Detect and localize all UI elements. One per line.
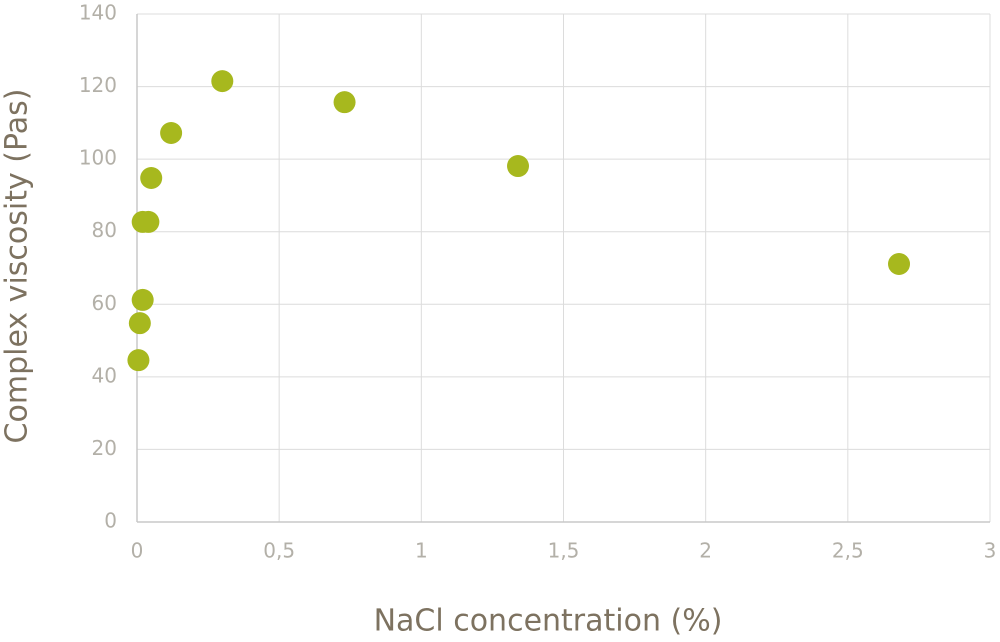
x-tick-label: 2	[699, 539, 712, 563]
y-tick-label: 140	[79, 1, 117, 25]
y-tick-label: 100	[79, 146, 117, 170]
y-tick-label: 40	[92, 363, 117, 387]
x-tick-label: 2,5	[832, 539, 864, 563]
y-tick-label: 20	[92, 436, 117, 460]
point	[137, 210, 160, 233]
x-tick-label: 3	[984, 539, 997, 563]
y-tick-label: 80	[92, 218, 117, 242]
y-axis-title: Complex viscosity (Pas)	[0, 89, 35, 444]
x-axis-title: NaCl concentration (%)	[374, 604, 723, 639]
point	[160, 122, 183, 145]
y-tick-label: 120	[79, 73, 117, 97]
x-tick-label: 1,5	[548, 539, 580, 563]
point	[131, 288, 154, 311]
x-tick-label: 0	[131, 539, 144, 563]
y-tick-label: 60	[92, 291, 117, 315]
point	[140, 167, 163, 190]
point	[127, 349, 150, 372]
x-tick-label: 1	[415, 539, 428, 563]
point	[128, 312, 151, 335]
point	[333, 91, 356, 114]
x-tick-label: 0,5	[263, 539, 295, 563]
point	[211, 70, 234, 93]
point	[888, 253, 911, 276]
point	[507, 155, 530, 178]
y-tick-label: 0	[104, 509, 117, 533]
